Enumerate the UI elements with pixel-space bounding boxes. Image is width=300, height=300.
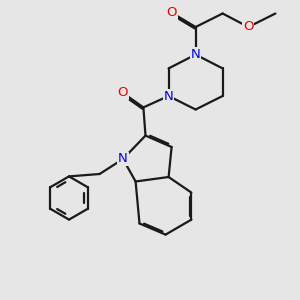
Text: N: N [191,48,200,61]
Text: O: O [166,6,177,19]
Text: O: O [243,20,254,34]
Text: N: N [164,89,173,103]
Text: N: N [118,152,128,166]
Text: O: O [118,86,128,100]
